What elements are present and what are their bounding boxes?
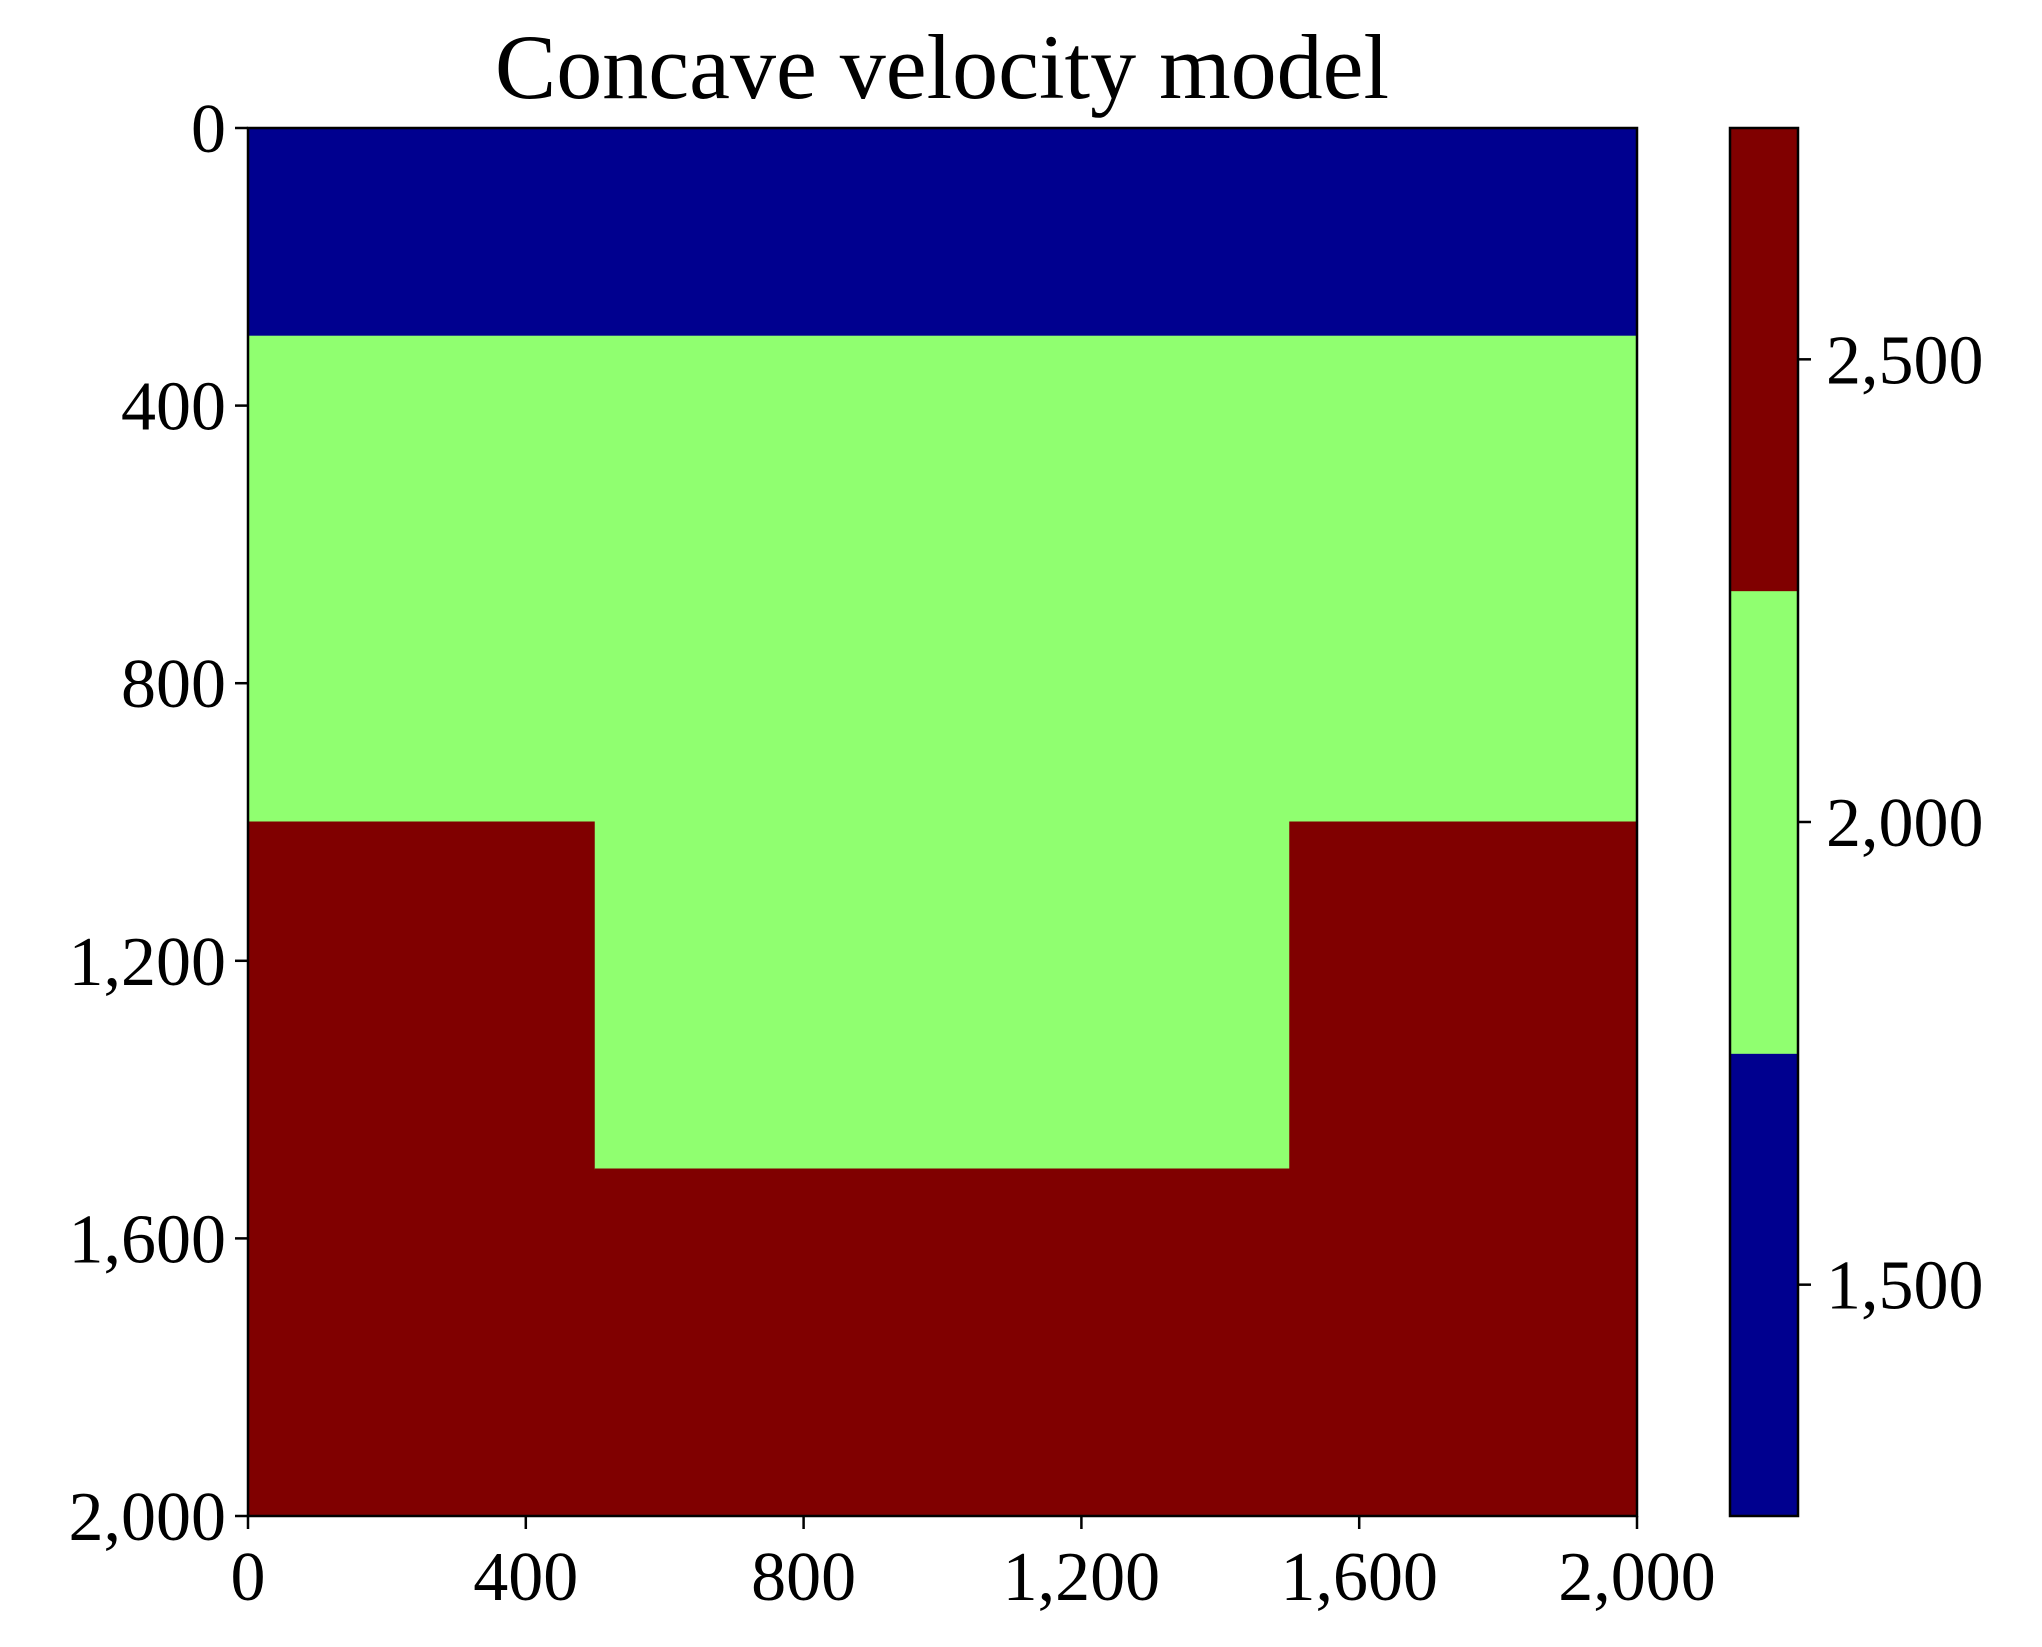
x-tick-label: 800 [751,1539,856,1616]
colorbar-tick-label: 1,500 [1826,1248,1984,1325]
velocity-regions [247,127,1638,1517]
colorbar [1728,126,1800,1518]
chart-title: Concave velocity model [495,16,1389,118]
y-tick-label: 0 [191,91,226,168]
y-tick-label: 800 [121,646,226,723]
colorbar-tick-label: 2,500 [1826,322,1984,399]
x-axis: 0 400 800 1,200 1,600 2,000 [231,1516,1716,1616]
y-tick-label: 2,000 [69,1479,227,1556]
x-tick-label: 1,600 [1280,1539,1438,1616]
region-bottom-left-block [247,821,596,1517]
x-tick-label: 1,200 [1003,1539,1161,1616]
x-tick-label: 400 [473,1539,578,1616]
y-tick-label: 1,600 [69,1201,227,1278]
y-axis: 0 400 800 1,200 1,600 2,000 [69,91,248,1556]
y-tick-label: 1,200 [69,924,227,1001]
region-bottom-base [594,1168,1291,1517]
x-tick-label: 0 [231,1539,266,1616]
y-tick-label: 400 [121,369,226,446]
region-middle-layer [247,335,1638,823]
region-bottom-right-block [1289,821,1638,1517]
colorbar-tick-label: 2,000 [1826,785,1984,862]
x-tick-label: 2,000 [1558,1539,1716,1616]
colorbar-axis: 1,500 2,000 2,500 [1798,322,1984,1325]
plot-frame [246,126,1639,1518]
region-concave-infill [594,821,1291,1170]
colorbar-segment [1729,1052,1799,1517]
region-top-layer [247,127,1638,337]
colorbar-segment [1729,590,1799,1054]
colorbar-segment [1729,127,1799,592]
